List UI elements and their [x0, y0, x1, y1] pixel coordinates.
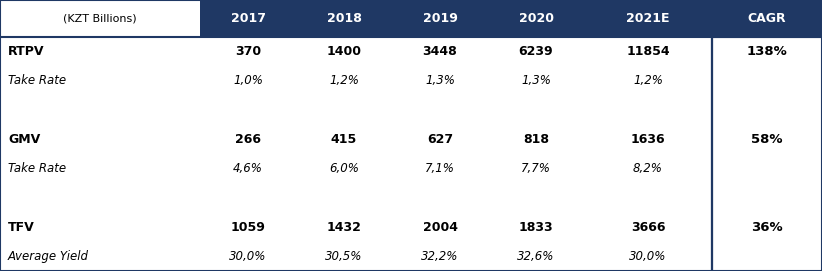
Text: 370: 370: [235, 45, 261, 58]
Text: 2021E: 2021E: [626, 12, 670, 25]
Text: CAGR: CAGR: [748, 12, 787, 25]
Text: 11854: 11854: [626, 45, 670, 58]
Text: Average Yield: Average Yield: [8, 250, 89, 263]
Text: 138%: 138%: [746, 45, 787, 58]
Text: 3448: 3448: [423, 45, 457, 58]
Text: 2019: 2019: [423, 12, 457, 25]
Text: 1432: 1432: [326, 221, 362, 234]
Text: 32,2%: 32,2%: [422, 250, 459, 263]
Text: 58%: 58%: [751, 133, 783, 146]
Text: 30,0%: 30,0%: [229, 250, 266, 263]
Text: 4,6%: 4,6%: [233, 162, 263, 175]
Text: 6,0%: 6,0%: [329, 162, 359, 175]
Text: Take Rate: Take Rate: [8, 74, 66, 87]
Text: 415: 415: [331, 133, 357, 146]
Text: 1,3%: 1,3%: [425, 74, 455, 87]
Text: 8,2%: 8,2%: [633, 162, 663, 175]
Text: 30,0%: 30,0%: [630, 250, 667, 263]
Text: 7,1%: 7,1%: [425, 162, 455, 175]
Bar: [712, 37, 822, 271]
Text: 2018: 2018: [326, 12, 362, 25]
Bar: [200, 0, 822, 37]
Text: 1,0%: 1,0%: [233, 74, 263, 87]
Text: (KZT Billions): (KZT Billions): [63, 14, 136, 24]
Text: 7,7%: 7,7%: [521, 162, 551, 175]
Text: 1059: 1059: [230, 221, 266, 234]
Text: 1636: 1636: [630, 133, 665, 146]
Text: 2004: 2004: [423, 221, 458, 234]
Text: RTPV: RTPV: [8, 45, 44, 58]
Text: 30,5%: 30,5%: [326, 250, 363, 263]
Text: 2020: 2020: [519, 12, 553, 25]
Text: 818: 818: [523, 133, 549, 146]
Text: 6239: 6239: [519, 45, 553, 58]
Text: 1,2%: 1,2%: [329, 74, 359, 87]
Text: 266: 266: [235, 133, 261, 146]
Text: 1833: 1833: [519, 221, 553, 234]
Text: GMV: GMV: [8, 133, 40, 146]
Text: 1,2%: 1,2%: [633, 74, 663, 87]
Text: TFV: TFV: [8, 221, 35, 234]
Text: 36%: 36%: [751, 221, 783, 234]
Text: Take Rate: Take Rate: [8, 162, 66, 175]
Bar: [0, 0, 712, 271]
Text: 627: 627: [427, 133, 453, 146]
Text: 1400: 1400: [326, 45, 362, 58]
Text: 3666: 3666: [630, 221, 665, 234]
Text: 2017: 2017: [230, 12, 266, 25]
Text: 1,3%: 1,3%: [521, 74, 551, 87]
Text: 32,6%: 32,6%: [517, 250, 555, 263]
